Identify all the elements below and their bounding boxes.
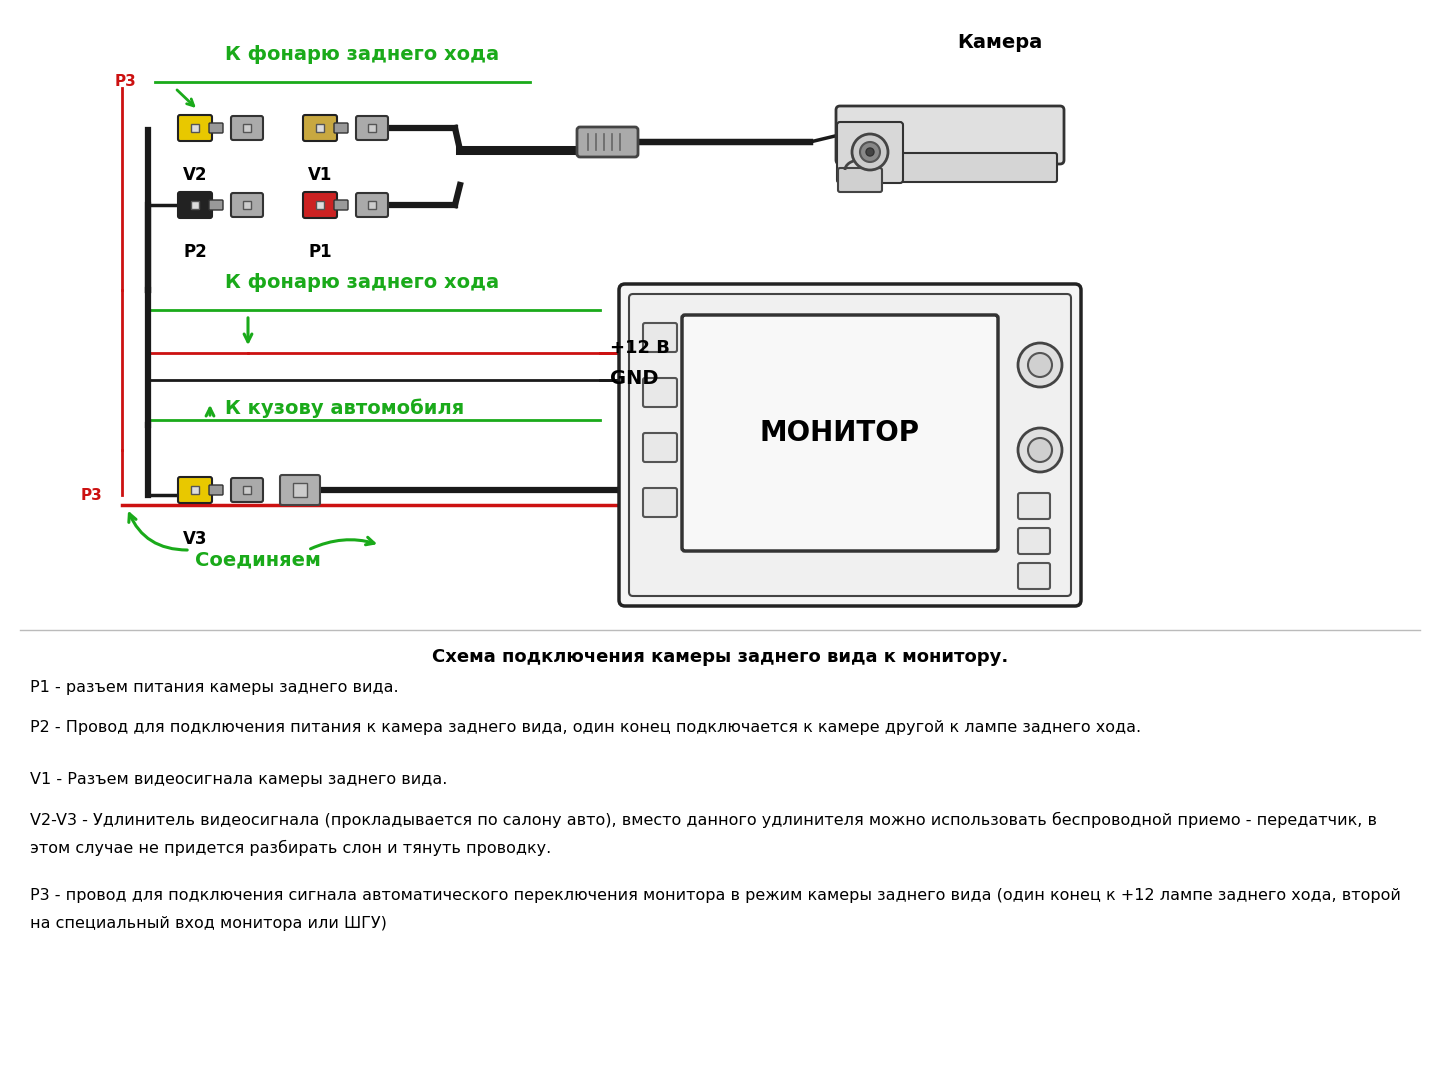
Text: P2: P2 xyxy=(183,243,207,260)
Text: Р1 - разъем питания камеры заднего вида.: Р1 - разъем питания камеры заднего вида. xyxy=(30,680,399,695)
FancyBboxPatch shape xyxy=(209,200,223,210)
Text: Камера: Камера xyxy=(958,33,1043,53)
Circle shape xyxy=(860,142,880,162)
FancyBboxPatch shape xyxy=(209,123,223,133)
FancyBboxPatch shape xyxy=(1018,493,1050,519)
Text: на специальный вход монитора или ШГУ): на специальный вход монитора или ШГУ) xyxy=(30,915,387,930)
FancyBboxPatch shape xyxy=(683,315,998,551)
FancyBboxPatch shape xyxy=(356,193,387,217)
FancyBboxPatch shape xyxy=(243,124,251,132)
FancyBboxPatch shape xyxy=(302,115,337,142)
FancyBboxPatch shape xyxy=(644,488,677,517)
Text: Р3 - провод для подключения сигнала автоматического переключения монитора в режи: Р3 - провод для подключения сигнала авто… xyxy=(30,888,1401,903)
FancyBboxPatch shape xyxy=(230,193,264,217)
FancyBboxPatch shape xyxy=(279,475,320,505)
Text: V3: V3 xyxy=(183,530,207,548)
Text: К фонарю заднего хода: К фонарю заднего хода xyxy=(225,273,500,292)
Circle shape xyxy=(865,148,874,157)
FancyBboxPatch shape xyxy=(179,192,212,218)
FancyBboxPatch shape xyxy=(1018,563,1050,589)
FancyBboxPatch shape xyxy=(334,200,348,210)
FancyBboxPatch shape xyxy=(838,168,881,192)
FancyBboxPatch shape xyxy=(292,483,307,497)
Circle shape xyxy=(1028,438,1053,462)
FancyBboxPatch shape xyxy=(192,486,199,494)
FancyBboxPatch shape xyxy=(315,202,324,209)
Text: МОНИТОР: МОНИТОР xyxy=(760,419,920,447)
Text: Схема подключения камеры заднего вида к монитору.: Схема подключения камеры заднего вида к … xyxy=(432,647,1008,666)
FancyBboxPatch shape xyxy=(369,124,376,132)
FancyBboxPatch shape xyxy=(315,124,324,132)
Text: V2: V2 xyxy=(183,166,207,184)
FancyBboxPatch shape xyxy=(1018,528,1050,554)
Text: P1: P1 xyxy=(308,243,331,260)
Text: К кузову автомобиля: К кузову автомобиля xyxy=(225,398,464,418)
Text: Соединяем: Соединяем xyxy=(194,551,321,569)
FancyBboxPatch shape xyxy=(369,202,376,209)
FancyBboxPatch shape xyxy=(644,323,677,352)
FancyBboxPatch shape xyxy=(230,478,264,502)
Circle shape xyxy=(1028,353,1053,377)
Text: V1 - Разъем видеосигнала камеры заднего вида.: V1 - Разъем видеосигнала камеры заднего … xyxy=(30,772,448,787)
Text: P3: P3 xyxy=(115,74,137,89)
FancyBboxPatch shape xyxy=(619,284,1081,606)
FancyBboxPatch shape xyxy=(192,202,199,209)
Circle shape xyxy=(1018,428,1063,472)
Circle shape xyxy=(1018,343,1063,387)
FancyBboxPatch shape xyxy=(230,116,264,140)
Text: P3: P3 xyxy=(81,488,102,503)
Text: V2-V3 - Удлинитель видеосигнала (прокладывается по салону авто), вместо данного : V2-V3 - Удлинитель видеосигнала (проклад… xyxy=(30,812,1377,829)
Text: этом случае не придется разбирать слон и тянуть проводку.: этом случае не придется разбирать слон и… xyxy=(30,840,552,857)
Text: Р2 - Провод для подключения питания к камера заднего вида, один конец подключает: Р2 - Провод для подключения питания к ка… xyxy=(30,720,1140,735)
FancyBboxPatch shape xyxy=(837,122,903,183)
FancyBboxPatch shape xyxy=(577,126,638,157)
Circle shape xyxy=(852,134,888,170)
Text: К фонарю заднего хода: К фонарю заднего хода xyxy=(225,45,500,64)
FancyBboxPatch shape xyxy=(644,433,677,462)
Text: GND: GND xyxy=(611,369,658,387)
FancyBboxPatch shape xyxy=(837,106,1064,164)
FancyBboxPatch shape xyxy=(644,378,677,407)
FancyBboxPatch shape xyxy=(179,477,212,503)
FancyBboxPatch shape xyxy=(899,153,1057,182)
FancyBboxPatch shape xyxy=(192,124,199,132)
Text: V1: V1 xyxy=(308,166,333,184)
FancyBboxPatch shape xyxy=(209,485,223,495)
FancyBboxPatch shape xyxy=(243,486,251,494)
FancyBboxPatch shape xyxy=(302,192,337,218)
FancyBboxPatch shape xyxy=(629,294,1071,596)
FancyBboxPatch shape xyxy=(334,123,348,133)
FancyBboxPatch shape xyxy=(356,116,387,140)
Text: +12 В: +12 В xyxy=(611,339,670,357)
FancyBboxPatch shape xyxy=(243,202,251,209)
FancyBboxPatch shape xyxy=(179,115,212,142)
